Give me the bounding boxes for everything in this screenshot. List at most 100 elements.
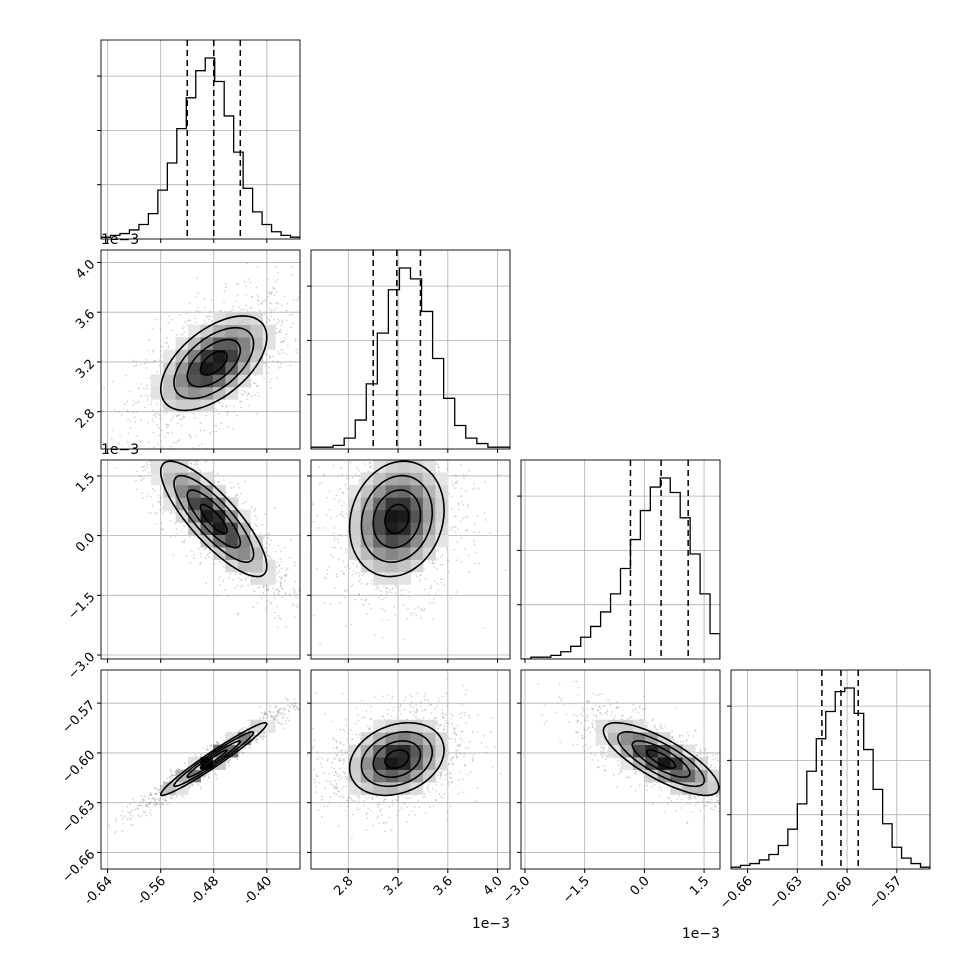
sample-point: [456, 479, 459, 482]
sample-point: [257, 303, 260, 306]
sample-point: [306, 605, 308, 607]
sample-point: [323, 623, 325, 625]
sample-point: [258, 595, 261, 597]
sample-point: [279, 362, 282, 365]
sample-point: [275, 550, 278, 553]
sample-point: [203, 322, 206, 325]
sample-point: [296, 603, 299, 606]
sample-point: [334, 280, 336, 282]
sample-point: [183, 416, 186, 418]
sample-point: [416, 575, 418, 578]
sample-point: [241, 579, 243, 581]
sample-point: [151, 487, 154, 490]
sample-point: [154, 418, 156, 420]
sample-point: [242, 393, 245, 396]
sample-point: [112, 416, 114, 418]
sample-point: [440, 581, 443, 584]
sample-point: [146, 349, 149, 352]
sample-point: [433, 562, 436, 564]
sample-point: [140, 479, 143, 482]
sample-point: [175, 528, 178, 530]
sample-point: [216, 594, 219, 597]
sample-point: [320, 318, 322, 320]
density-cell: [422, 472, 436, 486]
density-cell: [188, 361, 201, 375]
sample-point: [442, 429, 444, 431]
sample-point: [263, 513, 266, 515]
sample-point: [466, 515, 469, 518]
sample-point: [139, 804, 142, 807]
sample-point: [111, 437, 113, 440]
sample-point: [129, 420, 132, 423]
sample-point: [172, 438, 174, 440]
sample-point: [257, 586, 260, 589]
sample-point: [450, 508, 453, 510]
sample-point: [237, 612, 240, 615]
sample-point: [267, 291, 270, 294]
sample-point: [144, 468, 146, 471]
sample-point: [263, 313, 266, 316]
sample-point: [411, 434, 413, 436]
sample-point: [400, 589, 403, 592]
sample-point: [251, 740, 254, 743]
sample-point: [219, 310, 222, 313]
sample-point: [227, 445, 229, 447]
sample-point: [284, 625, 287, 628]
sample-point: [166, 336, 168, 339]
sample-point: [273, 294, 276, 297]
sample-point: [314, 278, 316, 280]
sample-point: [129, 390, 132, 393]
sample-point: [284, 295, 286, 298]
sample-point: [269, 307, 271, 310]
sample-point: [304, 307, 306, 309]
sample-point: [370, 465, 373, 468]
sample-point: [155, 793, 158, 796]
sample-point: [257, 295, 260, 298]
sample-point: [213, 563, 216, 566]
sample-point: [151, 328, 154, 330]
sample-point: [283, 546, 286, 549]
sample-point: [353, 442, 355, 444]
sample-point: [150, 454, 152, 456]
sample-point: [152, 414, 155, 417]
sample-point: [410, 614, 413, 617]
sample-point: [436, 583, 439, 585]
sample-point: [165, 457, 167, 459]
sample-point: [204, 414, 207, 417]
sample-point: [464, 530, 467, 532]
sample-point: [141, 491, 143, 494]
sample-point: [341, 492, 344, 494]
sample-point: [313, 344, 315, 346]
sample-point: [280, 319, 283, 322]
sample-point: [173, 439, 175, 441]
sample-point: [169, 454, 171, 456]
sample-point: [200, 555, 203, 558]
sample-point: [290, 326, 292, 329]
sample-point: [240, 400, 243, 403]
sample-point: [155, 798, 158, 800]
sample-point: [157, 500, 160, 503]
sample-point: [292, 322, 294, 325]
contour-1: [186, 338, 242, 388]
sample-point: [266, 587, 268, 590]
sample-point: [455, 481, 458, 484]
sample-point: [177, 456, 179, 458]
sample-point: [83, 352, 85, 354]
sample-point: [151, 409, 154, 412]
sample-point: [296, 606, 299, 609]
y-tick-label: 0.0: [73, 530, 98, 555]
sample-point: [273, 318, 276, 321]
sample-point: [245, 398, 248, 401]
sample-point: [143, 800, 146, 803]
sample-point: [255, 518, 258, 521]
sample-point: [431, 559, 434, 562]
sample-point: [283, 579, 286, 582]
sample-point: [316, 567, 319, 570]
sample-point: [279, 366, 282, 368]
sample-point: [278, 320, 281, 323]
sample-point: [152, 797, 155, 800]
sample-point: [139, 440, 142, 443]
sample-point: [268, 356, 271, 359]
sample-point: [138, 387, 140, 390]
sample-point: [280, 324, 283, 327]
